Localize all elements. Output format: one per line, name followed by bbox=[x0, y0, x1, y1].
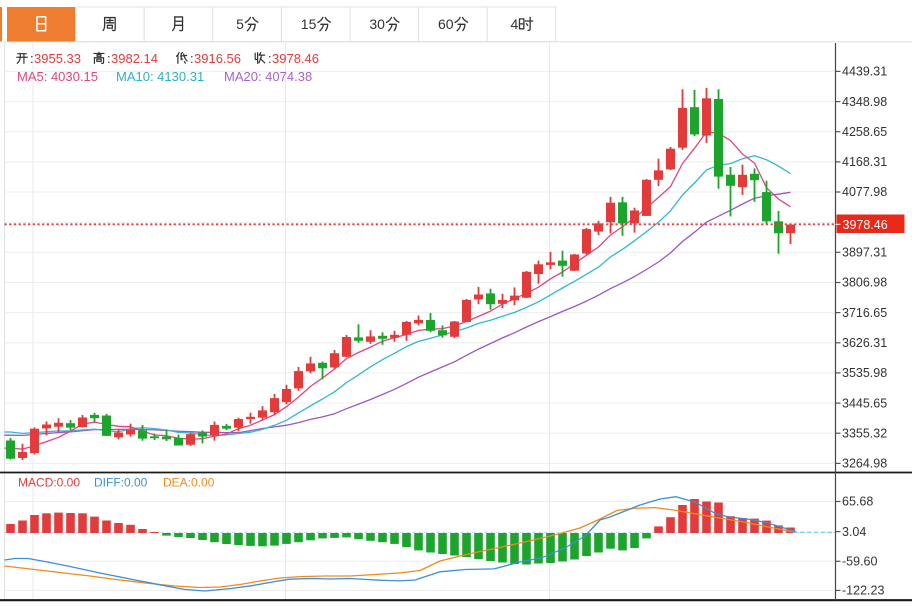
svg-text:3897.31: 3897.31 bbox=[842, 246, 887, 260]
svg-text:4077.98: 4077.98 bbox=[842, 185, 887, 199]
svg-text:3978.46: 3978.46 bbox=[843, 218, 888, 232]
svg-text:3264.98: 3264.98 bbox=[842, 457, 887, 471]
svg-text:-59.60: -59.60 bbox=[842, 555, 877, 569]
svg-text:3.04: 3.04 bbox=[842, 525, 866, 539]
svg-text::: : bbox=[107, 51, 111, 66]
svg-text:3445.65: 3445.65 bbox=[842, 396, 887, 410]
svg-text:4168.31: 4168.31 bbox=[842, 155, 887, 169]
svg-text:15: 15 bbox=[301, 16, 317, 32]
svg-text:DIFF:0.00: DIFF:0.00 bbox=[94, 476, 148, 490]
svg-text:3626.31: 3626.31 bbox=[842, 336, 887, 350]
svg-text:DEA:0.00: DEA:0.00 bbox=[163, 476, 215, 490]
svg-text:3355.32: 3355.32 bbox=[842, 426, 887, 440]
svg-text:3806.98: 3806.98 bbox=[842, 276, 887, 290]
svg-text:4348.98: 4348.98 bbox=[842, 95, 887, 109]
svg-text:3716.65: 3716.65 bbox=[842, 306, 887, 320]
svg-text:3982.14: 3982.14 bbox=[111, 51, 158, 66]
svg-text::: : bbox=[268, 51, 272, 66]
svg-text:5: 5 bbox=[236, 16, 244, 32]
svg-text::: : bbox=[30, 51, 34, 66]
svg-text:4439.31: 4439.31 bbox=[842, 65, 887, 79]
svg-text:60: 60 bbox=[438, 16, 454, 32]
svg-text:3916.56: 3916.56 bbox=[194, 51, 241, 66]
svg-text:65.68: 65.68 bbox=[842, 495, 873, 509]
svg-text:MA10: 4130.31: MA10: 4130.31 bbox=[116, 69, 204, 84]
svg-text:30: 30 bbox=[369, 16, 385, 32]
svg-text:4258.65: 4258.65 bbox=[842, 125, 887, 139]
svg-text:MA5: 4030.15: MA5: 4030.15 bbox=[17, 69, 98, 84]
svg-text:4: 4 bbox=[511, 16, 519, 32]
svg-text:MA20: 4074.38: MA20: 4074.38 bbox=[224, 69, 312, 84]
svg-text:3955.33: 3955.33 bbox=[34, 51, 81, 66]
svg-text:MACD:0.00: MACD:0.00 bbox=[18, 476, 80, 490]
svg-text::: : bbox=[190, 51, 194, 66]
svg-text:-122.23: -122.23 bbox=[842, 584, 884, 598]
svg-text:3978.46: 3978.46 bbox=[272, 51, 319, 66]
svg-text:3535.98: 3535.98 bbox=[842, 366, 887, 380]
